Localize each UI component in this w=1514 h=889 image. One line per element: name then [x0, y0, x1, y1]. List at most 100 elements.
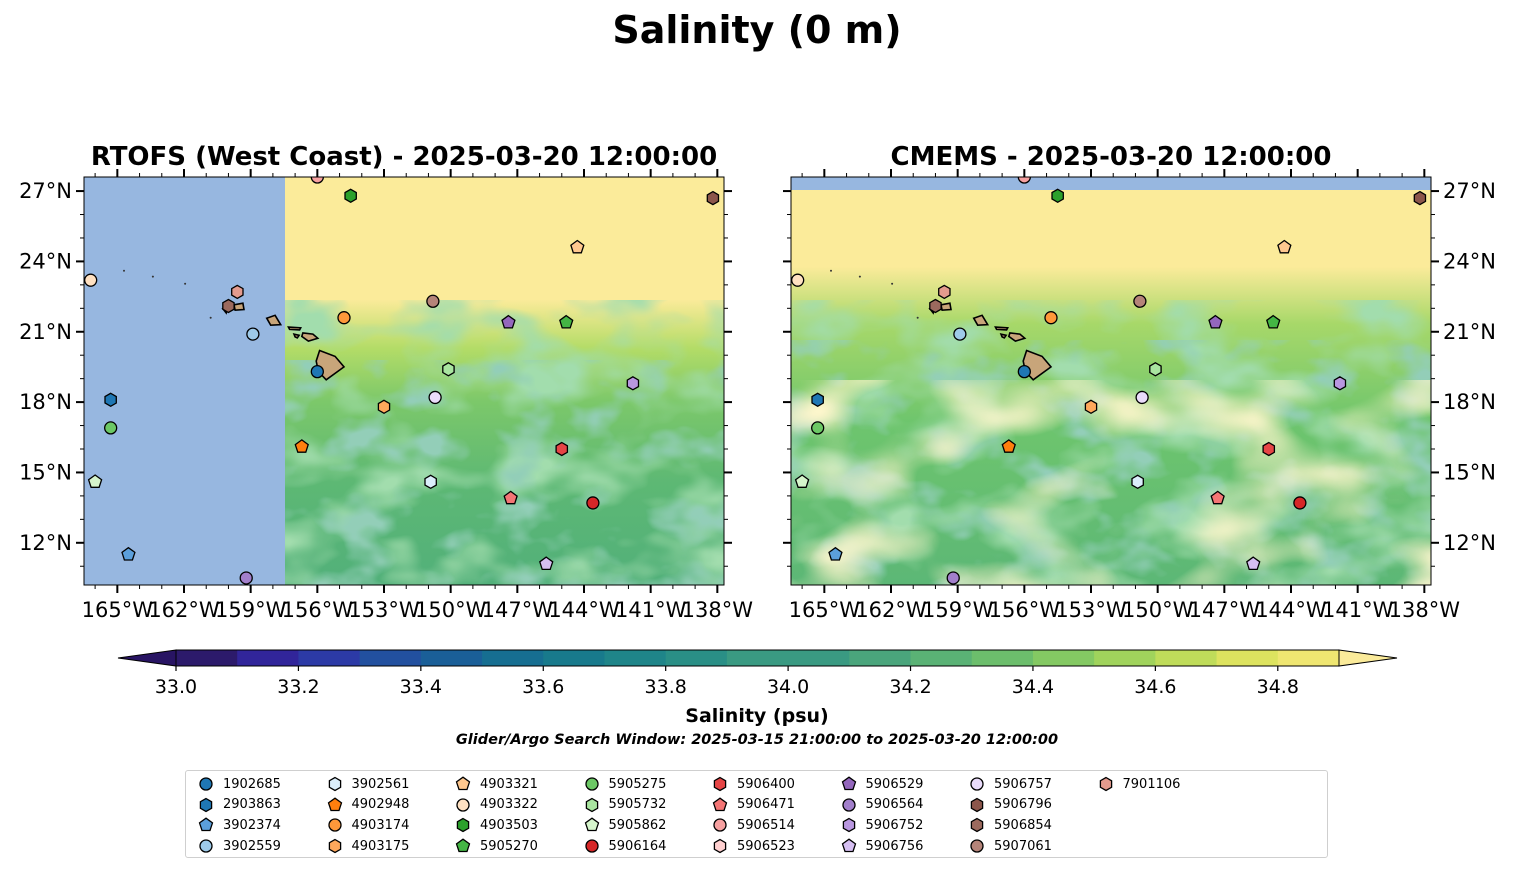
float-marker: [811, 392, 824, 408]
legend-marker: [970, 818, 984, 833]
legend-label: 3902559: [223, 838, 281, 854]
legend-marker-icon: [713, 818, 727, 833]
lat-tick-label: 27°N: [1443, 179, 1496, 203]
legend-marker-icon: [327, 818, 342, 833]
axis-ticks: 165°W162°W159°W156°W153°W150°W147°W144°W…: [19, 169, 753, 622]
legend-marker-icon: [712, 797, 728, 811]
lon-tick-label: 141°W: [1322, 598, 1394, 622]
float-marker: [1131, 474, 1144, 490]
legend-marker-icon: [199, 797, 213, 812]
float-marker: [938, 284, 951, 300]
float-marker: [239, 571, 253, 585]
nodata-strip: [791, 177, 1431, 190]
legend-marker: [585, 797, 598, 812]
colorbar-extend-low: [117, 649, 177, 667]
rtofs-map-panel: 165°W162°W159°W156°W153°W150°W147°W144°W…: [19, 169, 753, 622]
figure-title: Salinity (0 m): [612, 8, 902, 52]
float-marker: [586, 496, 600, 510]
legend-marker-icon: [841, 838, 856, 853]
float-marker: [501, 314, 516, 329]
maui-island: [300, 332, 320, 342]
lon-tick-label: 156°W: [282, 598, 354, 622]
legend-item: 5905275: [584, 776, 666, 792]
legend-item: 5906752: [841, 817, 923, 833]
lon-tick-label: 147°W: [1189, 598, 1261, 622]
colorbar-bin: [237, 650, 299, 666]
legend-marker: [970, 797, 984, 812]
legend-item: 5906756: [841, 838, 924, 854]
legend-label: 4902948: [351, 797, 410, 813]
legend-label: 5906164: [608, 838, 667, 854]
islet: [891, 282, 894, 285]
lon-tick-label: 165°W: [789, 598, 861, 622]
legend-marker-icon: [970, 839, 984, 853]
legend-marker-icon: [199, 777, 213, 791]
legend-label: 5906757: [994, 776, 1052, 792]
float-marker: [1210, 490, 1225, 505]
legend-item: 5906514: [712, 817, 795, 833]
colorbar-bin: [604, 650, 667, 666]
legend-label: 4903503: [480, 817, 538, 833]
colorbar-tick-label: 34.6: [1134, 676, 1177, 698]
float-marker: [337, 311, 351, 325]
lon-tick-label: 150°W: [1122, 598, 1194, 622]
search-window-caption: Glider/Argo Search Window: 2025-03-15 21…: [455, 732, 1059, 748]
float-marker: [344, 188, 357, 204]
argo-float-markers: [791, 177, 1427, 585]
float-marker: [1001, 439, 1016, 453]
salinity-colorbar: [117, 649, 1398, 671]
legend-marker-icon: [199, 839, 213, 853]
float-marker: [377, 399, 391, 415]
legend-item: 5907061: [969, 838, 1052, 854]
legend-marker: [455, 838, 471, 853]
float-marker: [1133, 294, 1147, 308]
legend-marker: [198, 817, 214, 832]
islet: [123, 269, 125, 272]
float-marker: [1208, 314, 1223, 329]
colorbar-bin: [482, 650, 544, 666]
float-marker: [87, 474, 103, 488]
legend-marker: [199, 797, 213, 812]
float-marker: [442, 362, 455, 377]
legend-item: 5905270: [455, 838, 538, 854]
legend-marker: [199, 777, 213, 791]
colorbar-tick-label: 34.0: [766, 676, 810, 698]
colorbar-bin: [726, 650, 789, 666]
legend-marker-icon: [456, 818, 470, 833]
colorbar-tick-label: 34.2: [889, 676, 932, 698]
float-marker: [294, 439, 309, 453]
legend-marker: [327, 818, 342, 833]
legend-marker-icon: [455, 776, 471, 791]
colorbar-bin: [788, 650, 850, 666]
legend-item: 3902559: [198, 838, 281, 854]
legend-marker: [328, 838, 341, 854]
map-frame: [790, 176, 1432, 586]
colorbar-tick-label: 33.2: [277, 676, 320, 698]
legend-marker-icon: [328, 838, 341, 854]
colorbar-bin: [543, 650, 605, 666]
float-legend: 1902685 2903863 3902374 3902559 3902561 49029…: [185, 770, 1328, 858]
colorbar-bin: [420, 650, 483, 666]
map-frame: [83, 176, 725, 586]
colorbar-bin: [910, 650, 973, 666]
legend-item: 1902685: [198, 776, 281, 792]
legend-marker: [970, 777, 984, 791]
lat-tick-label: 27°N: [19, 179, 72, 203]
float-marker: [1293, 496, 1307, 510]
legend-item: 5906529: [841, 776, 923, 792]
colorbar-bin: [176, 650, 238, 666]
legend-label: 5906756: [865, 838, 924, 854]
legend-label: 4903321: [480, 776, 538, 792]
lon-tick-label: 138°W: [682, 598, 754, 622]
maui-island: [1007, 332, 1027, 342]
legend-marker: [328, 776, 341, 792]
legend-label: 5906471: [737, 797, 795, 813]
float-marker: [1135, 390, 1149, 405]
lat-tick-label: 24°N: [1443, 249, 1496, 273]
legend-item: 7901106: [1098, 776, 1180, 792]
float-marker: [1051, 188, 1064, 204]
legend-marker-icon: [328, 776, 341, 792]
legend-marker: [456, 798, 470, 812]
argo-float-markers: [84, 177, 720, 585]
legend-marker: [199, 839, 213, 853]
